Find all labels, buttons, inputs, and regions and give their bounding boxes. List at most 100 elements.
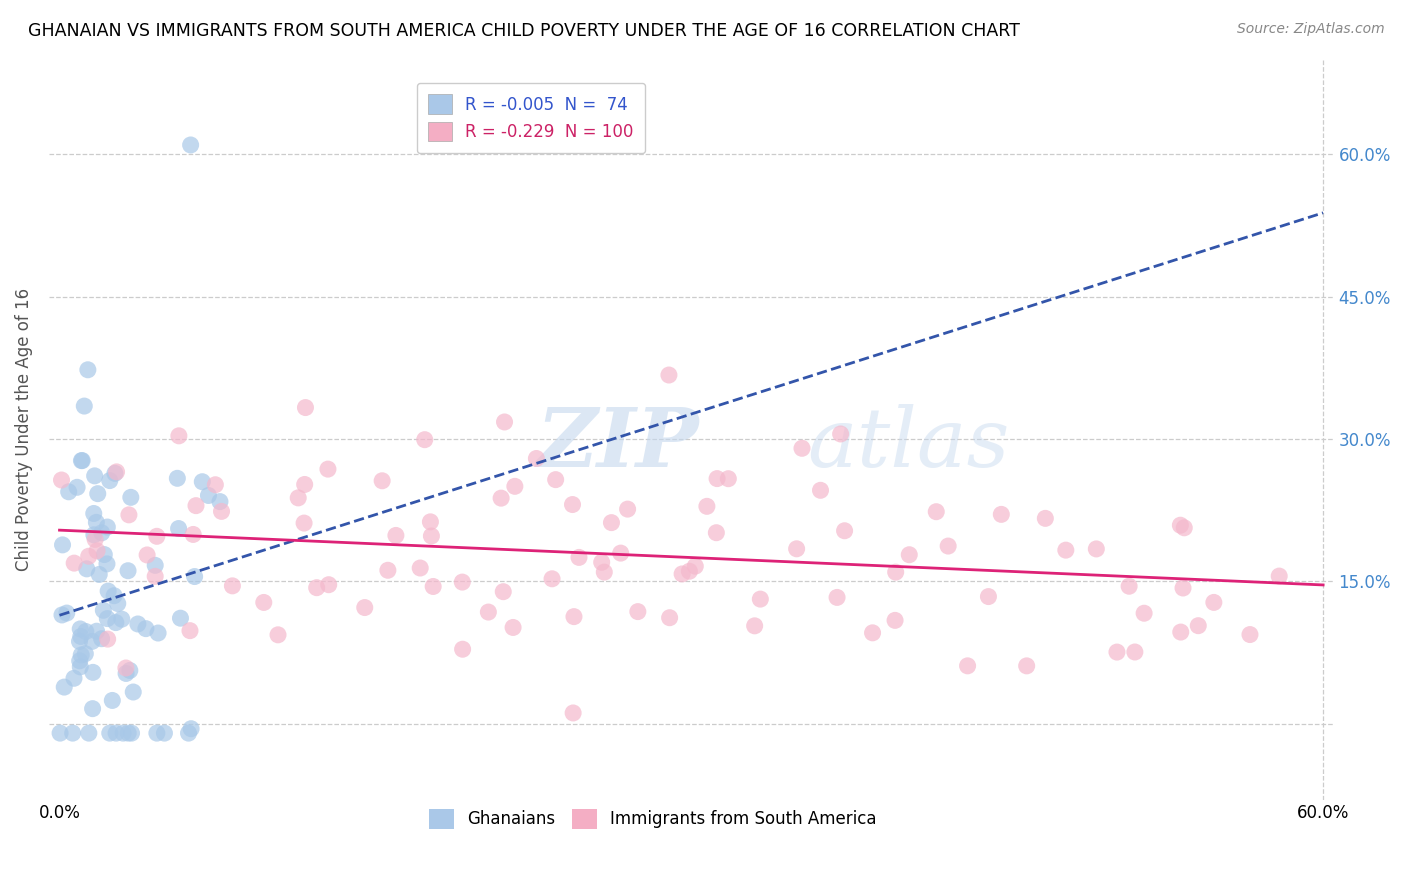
Point	[93, 603, 115, 617]
Point	[166, 471, 188, 485]
Point	[93, 548, 115, 562]
Point	[73, 399, 96, 413]
Point	[77, 549, 100, 564]
Point	[167, 522, 190, 536]
Point	[63, 671, 86, 685]
Point	[786, 541, 808, 556]
Point	[353, 600, 375, 615]
Point	[82, 634, 104, 648]
Point	[84, 533, 107, 547]
Point	[69, 634, 91, 648]
Point	[62, 726, 84, 740]
Point	[89, 567, 111, 582]
Point	[82, 665, 104, 680]
Point	[706, 472, 728, 486]
Point	[70, 453, 93, 467]
Point	[825, 591, 848, 605]
Point	[53, 680, 76, 694]
Point	[49, 726, 72, 740]
Point	[115, 666, 138, 681]
Point	[884, 613, 907, 627]
Point	[862, 625, 884, 640]
Point	[591, 555, 613, 569]
Point	[197, 488, 219, 502]
Point	[69, 622, 91, 636]
Point	[87, 486, 110, 500]
Point	[287, 491, 309, 505]
Point	[503, 479, 526, 493]
Point	[1173, 521, 1195, 535]
Point	[451, 575, 474, 590]
Point	[70, 453, 93, 467]
Point	[658, 368, 681, 382]
Point	[58, 484, 80, 499]
Point	[1170, 518, 1192, 533]
Point	[544, 473, 567, 487]
Point	[97, 632, 120, 646]
Point	[180, 722, 202, 736]
Point	[86, 516, 108, 530]
Point	[221, 579, 243, 593]
Point	[409, 561, 432, 575]
Point	[83, 528, 105, 542]
Point	[146, 529, 169, 543]
Point	[990, 508, 1012, 522]
Point	[211, 504, 233, 518]
Point	[118, 508, 141, 522]
Point	[105, 726, 128, 740]
Point	[1085, 541, 1108, 556]
Point	[96, 520, 118, 534]
Point	[90, 632, 112, 646]
Point	[422, 579, 444, 593]
Point	[420, 529, 443, 543]
Point	[167, 429, 190, 443]
Point	[419, 515, 441, 529]
Point	[1105, 645, 1128, 659]
Point	[51, 473, 73, 487]
Point	[191, 475, 214, 489]
Point	[685, 559, 707, 574]
Point	[75, 647, 97, 661]
Point	[253, 595, 276, 609]
Point	[115, 661, 138, 675]
Point	[977, 590, 1000, 604]
Point	[112, 726, 135, 740]
Point	[600, 516, 623, 530]
Point	[143, 569, 166, 583]
Point	[111, 612, 134, 626]
Text: ZIP: ZIP	[537, 404, 700, 484]
Point	[616, 502, 638, 516]
Legend: Ghanaians, Immigrants from South America: Ghanaians, Immigrants from South America	[422, 802, 883, 836]
Point	[98, 726, 121, 740]
Point	[51, 538, 73, 552]
Point	[90, 525, 112, 540]
Point	[562, 706, 585, 720]
Point	[153, 726, 176, 740]
Point	[717, 472, 740, 486]
Point	[1170, 625, 1192, 640]
Point	[86, 544, 108, 558]
Point	[66, 480, 89, 494]
Point	[502, 620, 524, 634]
Point	[305, 581, 328, 595]
Point	[494, 415, 516, 429]
Point	[117, 564, 139, 578]
Point	[377, 563, 399, 577]
Point	[86, 624, 108, 639]
Text: GHANAIAN VS IMMIGRANTS FROM SOUTH AMERICA CHILD POVERTY UNDER THE AGE OF 16 CORR: GHANAIAN VS IMMIGRANTS FROM SOUTH AMERIC…	[28, 22, 1019, 40]
Point	[69, 630, 91, 644]
Point	[136, 548, 159, 562]
Point	[118, 664, 141, 678]
Point	[1268, 569, 1291, 583]
Point	[63, 556, 86, 570]
Point	[704, 525, 727, 540]
Point	[96, 557, 118, 571]
Point	[413, 433, 436, 447]
Point	[477, 605, 499, 619]
Point	[204, 477, 226, 491]
Point	[810, 483, 832, 498]
Point	[1239, 627, 1261, 641]
Point	[97, 584, 120, 599]
Point	[98, 474, 121, 488]
Point	[70, 648, 93, 662]
